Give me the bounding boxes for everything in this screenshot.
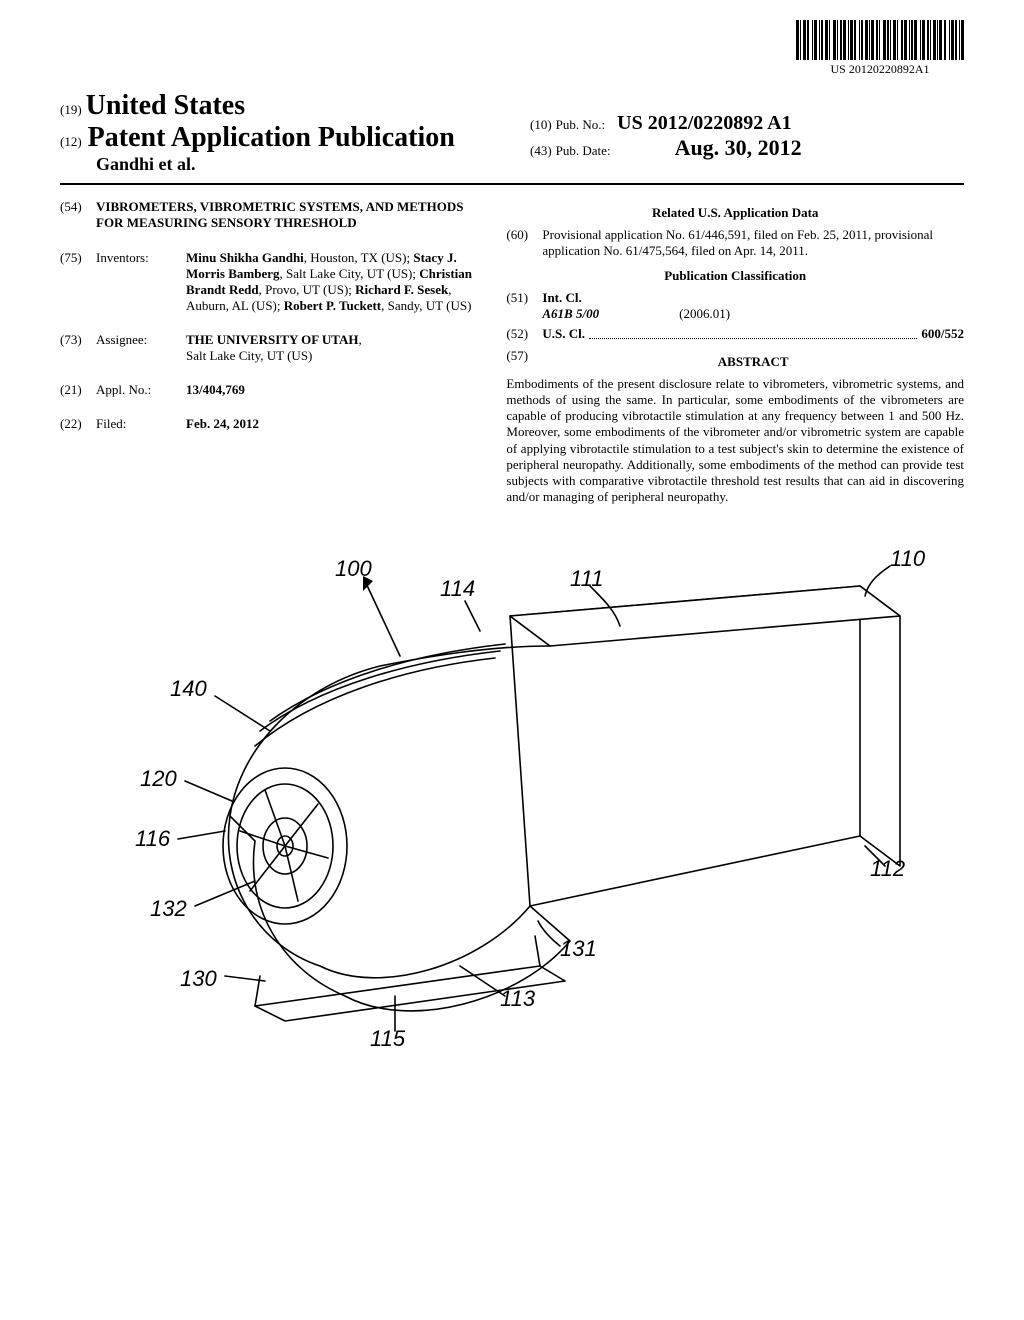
field-75-num: (75)	[60, 250, 96, 314]
abstract-body: Embodiments of the present disclosure re…	[506, 376, 964, 506]
ref-132: 132	[150, 896, 187, 922]
dots	[589, 323, 917, 339]
field-57-num: (57)	[506, 348, 542, 376]
filed-date: Feb. 24, 2012	[186, 416, 482, 432]
header-right: (10) Pub. No.: US 2012/0220892 A1 (43) P…	[530, 112, 802, 161]
field-60-body: Provisional application No. 61/446,591, …	[542, 227, 964, 260]
field-12-num: (12)	[60, 134, 82, 150]
field-43-num: (43)	[530, 143, 552, 158]
related-head: Related U.S. Application Data	[506, 205, 964, 221]
pub-date-label: Pub. Date:	[556, 143, 611, 158]
ref-120: 120	[140, 766, 177, 792]
columns: (54) VIBROMETERS, VIBROMETRIC SYSTEMS, A…	[60, 199, 964, 506]
pub-date: Aug. 30, 2012	[675, 135, 802, 160]
assignee-body: THE UNIVERSITY OF UTAH, Salt Lake City, …	[186, 332, 482, 364]
ref-116: 116	[135, 826, 170, 852]
ref-111: 111	[570, 566, 603, 592]
field-22: (22) Filed: Feb. 24, 2012	[60, 416, 482, 432]
ref-112: 112	[870, 856, 905, 882]
assignee-name: THE UNIVERSITY OF UTAH	[186, 332, 359, 347]
field-52: (52) U.S. Cl. 600/552	[506, 326, 964, 342]
ref-140: 140	[170, 676, 207, 702]
inventor-loc: Auburn, AL (US)	[186, 298, 277, 313]
inventor-name: Robert P. Tuckett	[284, 298, 381, 313]
appl-no-val: 13/404,769	[186, 382, 245, 397]
barcode	[796, 20, 964, 60]
field-73-num: (73)	[60, 332, 96, 364]
header: (19) United States (12) Patent Applicati…	[60, 90, 964, 175]
inventor-name: Minu Shikha Gandhi	[186, 250, 304, 265]
left-column: (54) VIBROMETERS, VIBROMETRIC SYSTEMS, A…	[60, 199, 482, 506]
appl-no: 13/404,769	[186, 382, 482, 398]
intcl-date: (2006.01)	[679, 306, 730, 322]
field-52-num: (52)	[506, 326, 542, 342]
intcl-code: A61B 5/00	[542, 306, 599, 322]
inventor-loc: Provo, UT (US)	[265, 282, 348, 297]
inventor-loc: Salt Lake City, UT (US)	[286, 266, 412, 281]
field-60-num: (60)	[506, 227, 542, 260]
field-51-num: (51)	[506, 290, 542, 306]
inventor-name: Richard F. Sesek	[355, 282, 448, 297]
ref-131: 131	[560, 936, 597, 962]
figure: 100 114 111 110 140 120 116 112 132 131 …	[60, 546, 964, 1106]
ref-110: 110	[890, 546, 925, 572]
field-73-label: Assignee:	[96, 332, 186, 364]
field-52-label: U.S. Cl.	[542, 326, 585, 342]
barcode-block: US 20120220892A1	[796, 20, 964, 77]
uscl-val: 600/552	[921, 326, 964, 342]
field-21-label: Appl. No.:	[96, 382, 186, 398]
doc-type: Patent Application Publication	[88, 122, 455, 154]
assignee-loc: Salt Lake City, UT (US)	[186, 348, 312, 363]
right-column: Related U.S. Application Data (60) Provi…	[506, 199, 964, 506]
filed-date-val: Feb. 24, 2012	[186, 416, 259, 431]
country: United States	[86, 90, 245, 121]
inventor-loc: Sandy, UT (US)	[388, 298, 472, 313]
field-10-num: (10)	[530, 117, 552, 132]
pub-no-label: Pub. No.:	[556, 117, 605, 132]
ref-100: 100	[335, 556, 372, 582]
ref-113: 113	[500, 986, 535, 1012]
ref-115: 115	[370, 1026, 405, 1052]
inventor-loc: Houston, TX (US)	[310, 250, 406, 265]
field-22-num: (22)	[60, 416, 96, 432]
field-57: (57) ABSTRACT	[506, 348, 964, 376]
abstract-head: ABSTRACT	[542, 354, 964, 370]
field-75: (75) Inventors: Minu Shikha Gandhi, Hous…	[60, 250, 482, 314]
pub-no: US 2012/0220892 A1	[617, 112, 791, 134]
pubclass-head: Publication Classification	[506, 268, 964, 284]
ref-114: 114	[440, 576, 475, 602]
title: VIBROMETERS, VIBROMETRIC SYSTEMS, AND ME…	[96, 199, 482, 232]
field-51: (51) Int. Cl.	[506, 290, 964, 306]
figure-svg	[60, 546, 960, 1106]
field-60: (60) Provisional application No. 61/446,…	[506, 227, 964, 260]
field-51-body: A61B 5/00 (2006.01)	[506, 306, 964, 322]
field-51-label: Int. Cl.	[542, 290, 581, 306]
field-21-num: (21)	[60, 382, 96, 398]
divider	[60, 183, 964, 185]
inventors-body: Minu Shikha Gandhi, Houston, TX (US); St…	[186, 250, 482, 314]
field-54: (54) VIBROMETERS, VIBROMETRIC SYSTEMS, A…	[60, 199, 482, 232]
field-73: (73) Assignee: THE UNIVERSITY OF UTAH, S…	[60, 332, 482, 364]
field-22-label: Filed:	[96, 416, 186, 432]
field-54-num: (54)	[60, 199, 96, 232]
barcode-text: US 20120220892A1	[796, 62, 964, 77]
ref-130: 130	[180, 966, 217, 992]
field-75-label: Inventors:	[96, 250, 186, 314]
field-19-num: (19)	[60, 102, 82, 117]
field-21: (21) Appl. No.: 13/404,769	[60, 382, 482, 398]
